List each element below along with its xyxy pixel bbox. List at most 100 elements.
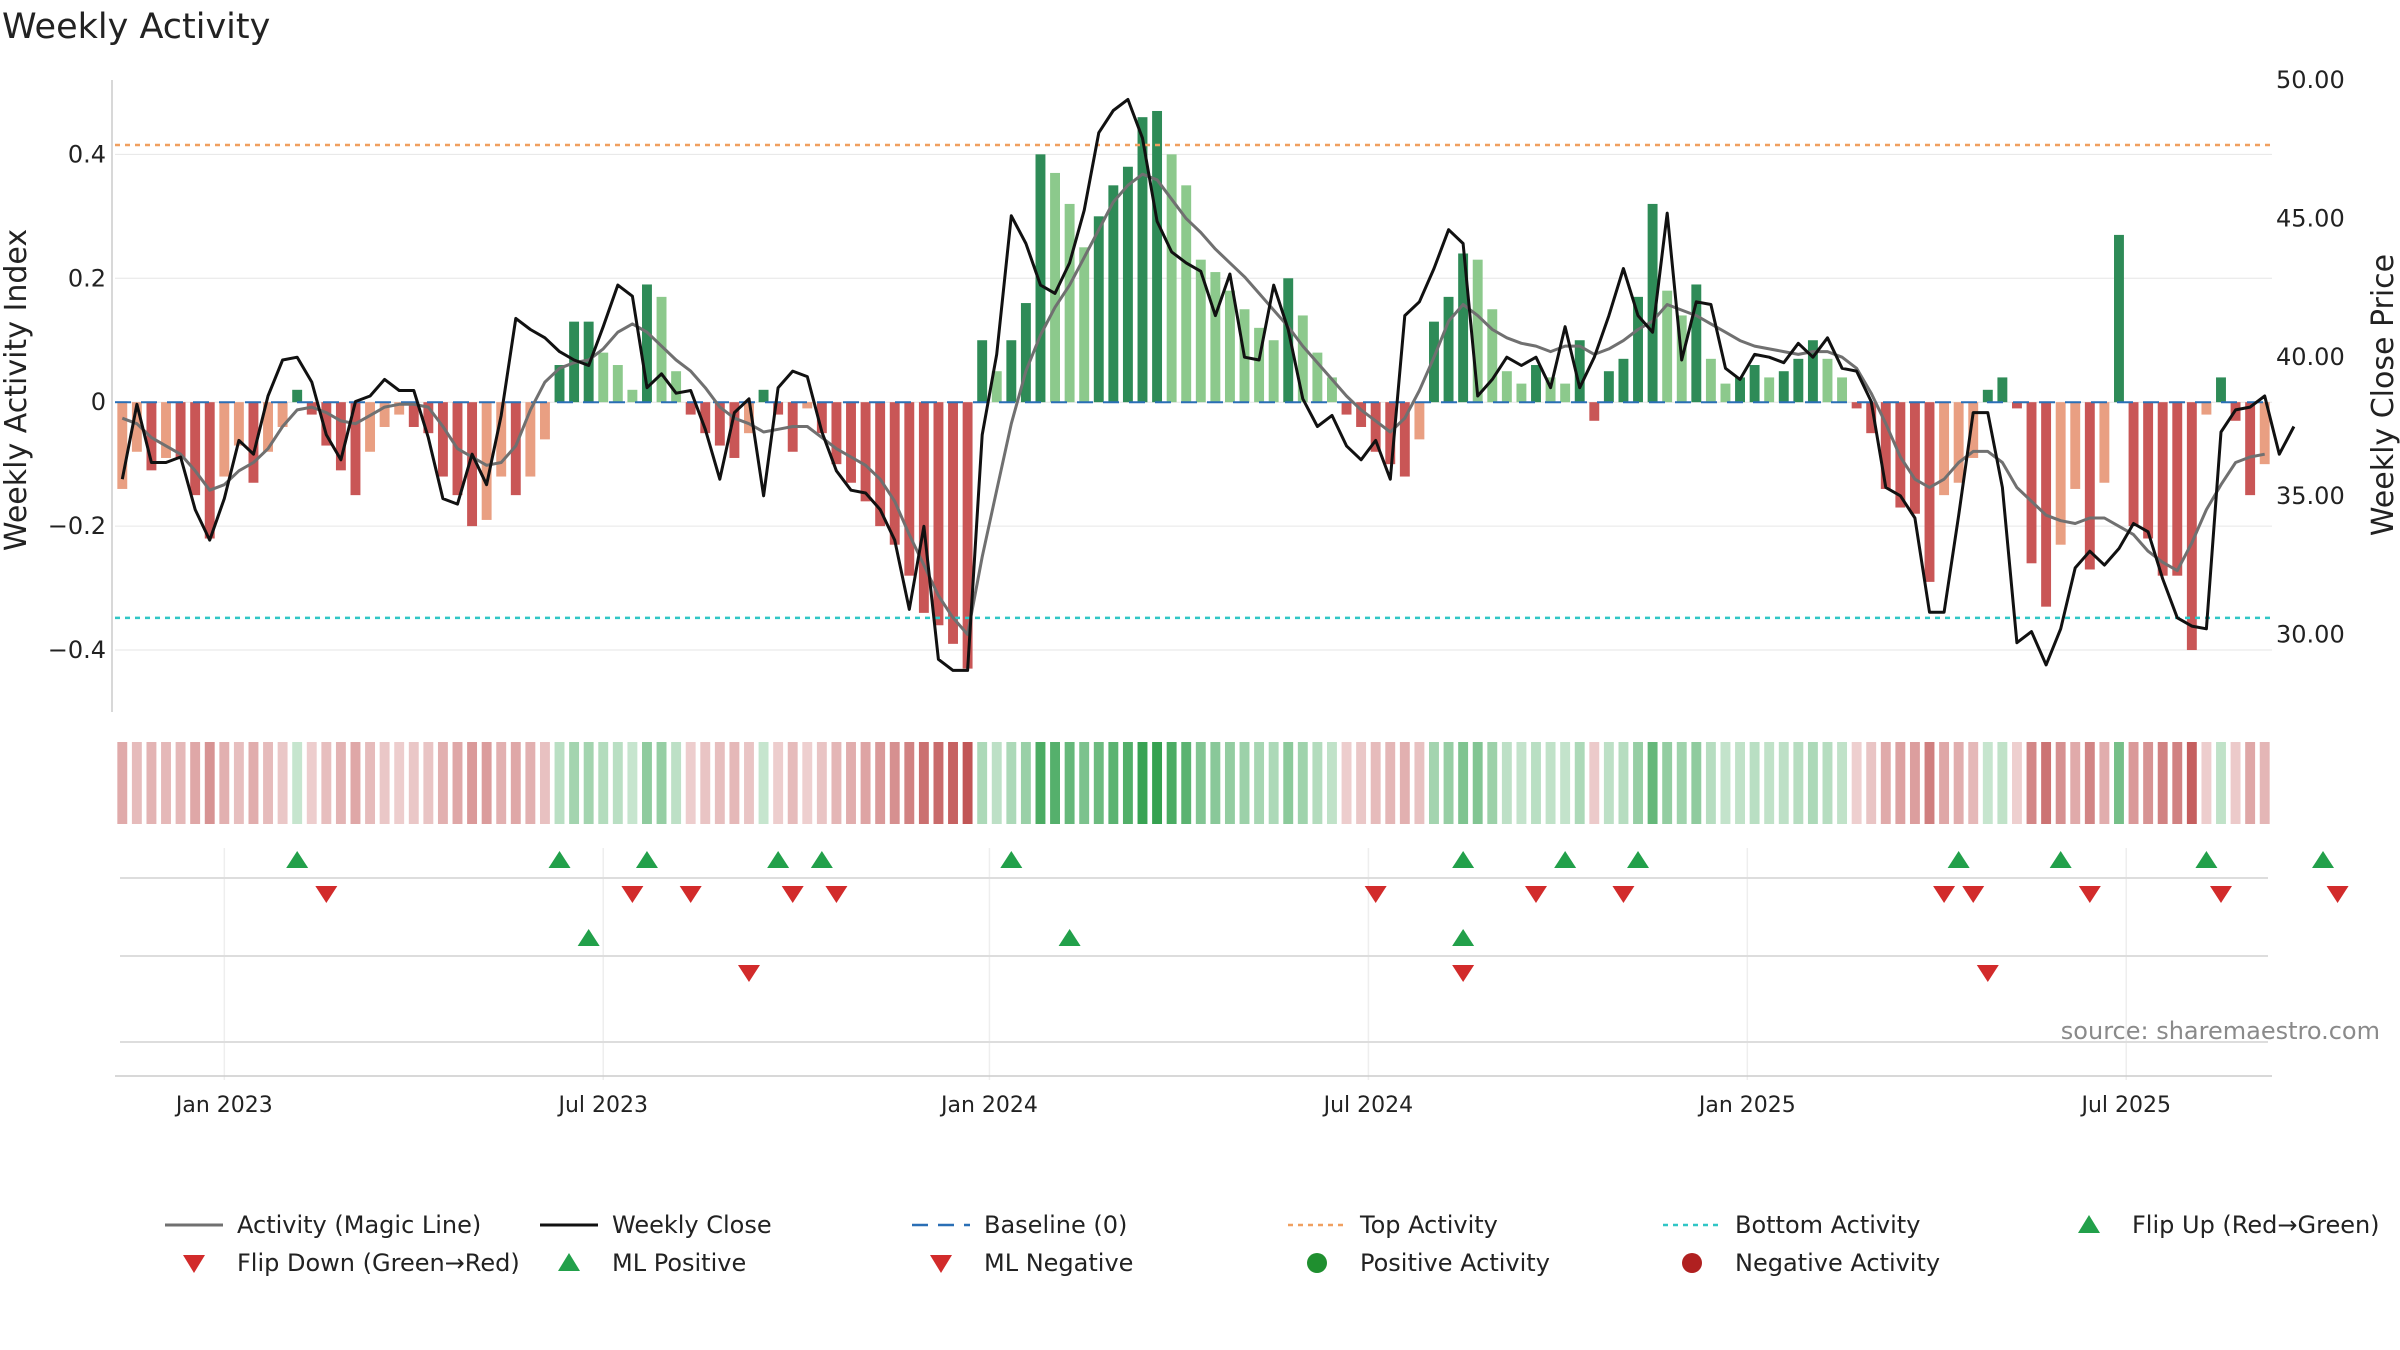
legend-bottom-activity-label: Bottom Activity — [1735, 1211, 1920, 1239]
activity-bar-63 — [1035, 154, 1046, 403]
flip-down-marker-11 — [2209, 886, 2232, 903]
heat-cell-38 — [671, 742, 682, 824]
flip-down-marker-12 — [2326, 886, 2349, 903]
heat-cell-13 — [306, 742, 317, 824]
heat-cell-52 — [875, 742, 886, 824]
activity-bar-119 — [1851, 402, 1862, 409]
price-lines — [120, 97, 2296, 672]
heat-cell-97 — [1531, 742, 1541, 824]
heat-cell-133 — [2055, 742, 2066, 824]
heat-cell-53 — [889, 742, 900, 824]
heat-cell-75 — [1210, 742, 1221, 824]
legend-flip-up-label: Flip Up (Red→Green) — [2132, 1211, 2380, 1239]
flip-down-marker-4 — [825, 886, 848, 903]
heat-cell-100 — [1574, 742, 1585, 824]
heat-cell-12 — [292, 742, 303, 824]
heat-cell-82 — [1312, 742, 1323, 824]
activity-bar-43 — [744, 402, 754, 434]
heat-cell-45 — [773, 742, 784, 824]
heat-cell-14 — [321, 742, 332, 824]
activity-bar-48 — [816, 402, 827, 434]
activity-bar-54 — [904, 402, 915, 576]
heat-cell-5 — [190, 742, 201, 824]
flip-down-marker-0 — [315, 886, 338, 903]
legend-magic-line-label: Activity (Magic Line) — [237, 1211, 481, 1239]
heat-cell-91 — [1443, 742, 1454, 824]
ml-negative-marker-1 — [1452, 965, 1475, 982]
activity-bar-105 — [1647, 203, 1658, 403]
activity-bar-126 — [1953, 402, 1964, 483]
heat-cell-6 — [204, 742, 215, 824]
activity-bar-67 — [1093, 216, 1104, 403]
activity-bar-98 — [1545, 377, 1556, 403]
activity-bar-37 — [656, 296, 667, 403]
heat-cell-35 — [627, 742, 638, 824]
heat-cell-107 — [1676, 742, 1687, 824]
activity-bar-34 — [612, 365, 623, 403]
activity-bar-35 — [627, 389, 638, 403]
activity-bar-130 — [2011, 402, 2022, 409]
heat-cell-48 — [816, 742, 827, 824]
activity-bar-59 — [977, 340, 988, 403]
activity-bar-118 — [1837, 377, 1848, 403]
reference-lines — [115, 143, 2272, 620]
heat-cell-23 — [452, 742, 463, 824]
activity-bar-84 — [1341, 402, 1352, 415]
heat-cell-125 — [1939, 742, 1950, 824]
heat-cell-32 — [583, 742, 594, 824]
activity-bar-18 — [379, 402, 390, 427]
source-credit: source: sharemaestro.com — [2061, 1017, 2380, 1045]
heat-cell-118 — [1837, 742, 1848, 824]
axes: 0.4 0.2 0 −0.2 −0.4 50.00 45.00 40.00 35.00 30.00… — [48, 66, 2345, 1118]
activity-bar-95 — [1501, 371, 1512, 403]
heat-cell-142 — [2186, 742, 2197, 824]
activity-bar-104 — [1633, 296, 1643, 403]
heat-cell-77 — [1239, 742, 1250, 824]
legend-top-activity-label: Top Activity — [1359, 1211, 1498, 1239]
flip-down-marker-5 — [1364, 886, 1387, 903]
date-tick-label-3: Jul 2024 — [1322, 1093, 1414, 1118]
activity-bar-117 — [1822, 358, 1833, 403]
legend: Activity (Magic Line) Weekly Close Baselin… — [165, 1211, 2380, 1277]
activity-bar-116 — [1807, 340, 1818, 403]
flip-up-marker-3 — [767, 851, 790, 868]
heat-cell-67 — [1093, 742, 1104, 824]
activity-bar-36 — [642, 284, 652, 403]
heat-cell-111 — [1735, 742, 1745, 824]
activity-bar-120 — [1866, 402, 1877, 434]
heat-cell-132 — [2041, 742, 2052, 824]
activity-bar-9 — [248, 402, 259, 483]
heat-cell-7 — [219, 742, 230, 824]
activity-bar-138 — [2128, 402, 2139, 527]
heat-cell-139 — [2143, 742, 2154, 824]
activity-bar-28 — [525, 402, 536, 477]
activity-bar-68 — [1108, 185, 1119, 403]
heat-cell-17 — [365, 742, 376, 824]
legend-negative-activity-label: Negative Activity — [1735, 1249, 1940, 1277]
right-tick-label-4: 30.00 — [2276, 620, 2345, 648]
heat-cell-99 — [1560, 742, 1571, 824]
heat-cell-104 — [1633, 742, 1643, 824]
heat-cell-61 — [1006, 742, 1017, 824]
activity-bar-129 — [1997, 377, 2008, 403]
heat-cell-123 — [1909, 742, 1920, 824]
heat-cell-37 — [656, 742, 667, 824]
activity-bar-124 — [1924, 402, 1935, 582]
left-y-axis-label: Weekly Activity Index — [0, 229, 34, 551]
heat-cell-31 — [569, 742, 580, 824]
right-tick-label-2: 40.00 — [2276, 343, 2345, 371]
activity-bar-97 — [1531, 365, 1541, 403]
heat-cell-9 — [248, 742, 259, 824]
heat-cell-42 — [729, 742, 740, 824]
heat-cell-72 — [1166, 742, 1177, 824]
heat-cell-3 — [161, 742, 171, 824]
heat-cell-117 — [1822, 742, 1833, 824]
heat-cell-129 — [1997, 742, 2008, 824]
activity-bar-102 — [1603, 371, 1614, 403]
heat-cell-114 — [1778, 742, 1789, 824]
legend-weekly-close-label: Weekly Close — [612, 1211, 772, 1239]
heat-cell-4 — [175, 742, 186, 824]
heat-cell-81 — [1297, 742, 1308, 824]
heat-cell-19 — [394, 742, 405, 824]
